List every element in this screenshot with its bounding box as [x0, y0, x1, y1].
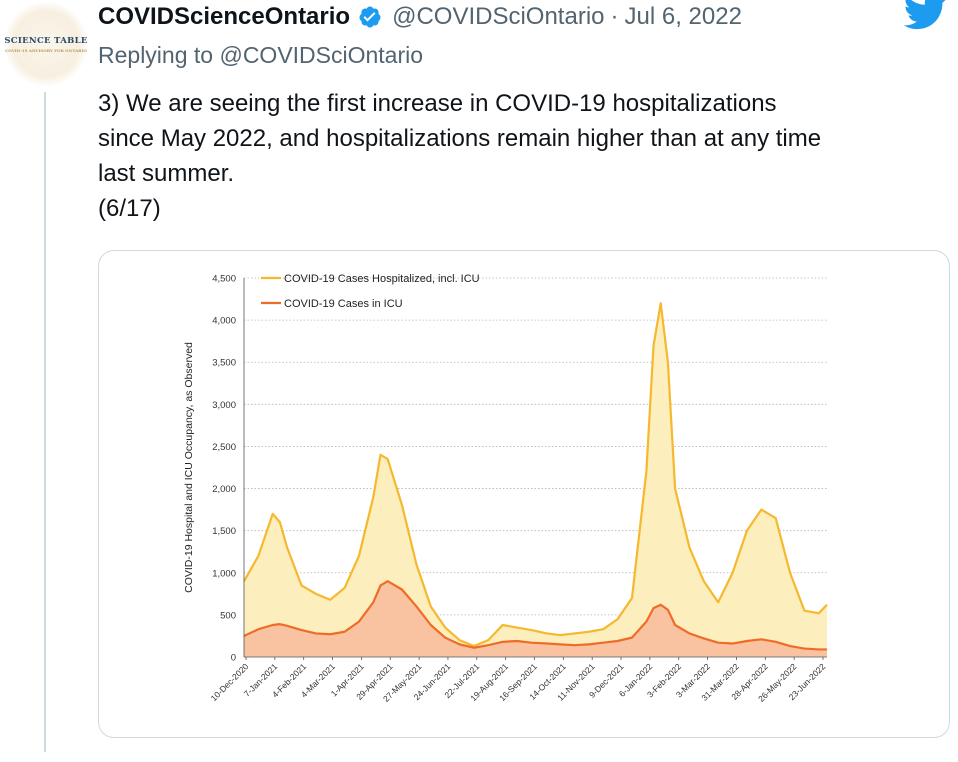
tweet-text: 3) We are seeing the first increase in C…: [98, 86, 948, 226]
media-card[interactable]: 0 500 1,000 1,500 2,000 2,500 3,000 3,500 4,000 4…: [98, 250, 950, 738]
y-tick-label: 0: [231, 653, 236, 664]
author-name[interactable]: COVIDScienceOntario: [98, 3, 351, 30]
icu-line: [243, 580, 827, 651]
y-tick-label: 1,500: [212, 526, 236, 537]
y-tick-label: 500: [220, 610, 236, 621]
tweet-text-line: last summer.: [98, 160, 235, 187]
y-tick-label: 3,000: [212, 400, 236, 411]
y-tick-label: 3,500: [212, 358, 236, 369]
avatar-logo-text: SCIENCE TABLE COVID-19 ADVISORY FOR ONTA…: [4, 35, 88, 53]
y-axis-label: COVID-19 Hospital and ICU Occupancy, as …: [183, 342, 195, 593]
hospitalization-chart: 0 500 1,000 1,500 2,000 2,500 3,000 3,500 4,000 4…: [183, 273, 828, 704]
separator-dot: ·: [610, 3, 619, 30]
y-tick-label: 4,500: [212, 274, 236, 285]
legend-label: COVID-19 Cases in ICU: [284, 298, 403, 310]
tweet-date[interactable]: Jul 6, 2022: [624, 3, 742, 30]
tweet-text-line: 3) We are seeing the first increase in C…: [98, 90, 777, 117]
hospitalized-line: [243, 302, 828, 648]
icu-area: [244, 581, 827, 657]
legend-label: COVID-19 Cases Hospitalized, incl. ICU: [284, 273, 480, 285]
tweet-text-line: (6/17): [98, 195, 161, 222]
replying-to: Replying to @COVIDSciOntario: [98, 42, 423, 69]
avatar[interactable]: SCIENCE TABLE COVID-19 ADVISORY FOR ONTA…: [4, 2, 88, 86]
hospitalized-area: [244, 303, 827, 657]
y-tick-label: 4,000: [212, 316, 236, 327]
replying-to-mention[interactable]: @COVIDSciOntario: [219, 42, 424, 68]
author-handle[interactable]: @COVIDSciOntario: [392, 3, 605, 30]
verified-badge-icon: [358, 5, 382, 29]
tweet-text-line: since May 2022, and hospitalizations rem…: [98, 125, 822, 152]
x-tick-label: 10-Dec-2020: [209, 661, 251, 703]
y-tick-label: 1,000: [212, 568, 236, 579]
thread-line: [44, 92, 46, 752]
y-tick-label: 2,500: [212, 442, 236, 453]
twitter-bird-icon: [903, 0, 948, 30]
y-tick-label: 2,000: [212, 484, 236, 495]
tweet-header: COVIDScienceOntario @COVIDSciOntario · J…: [98, 0, 742, 34]
replying-to-prefix: Replying to: [98, 42, 220, 68]
